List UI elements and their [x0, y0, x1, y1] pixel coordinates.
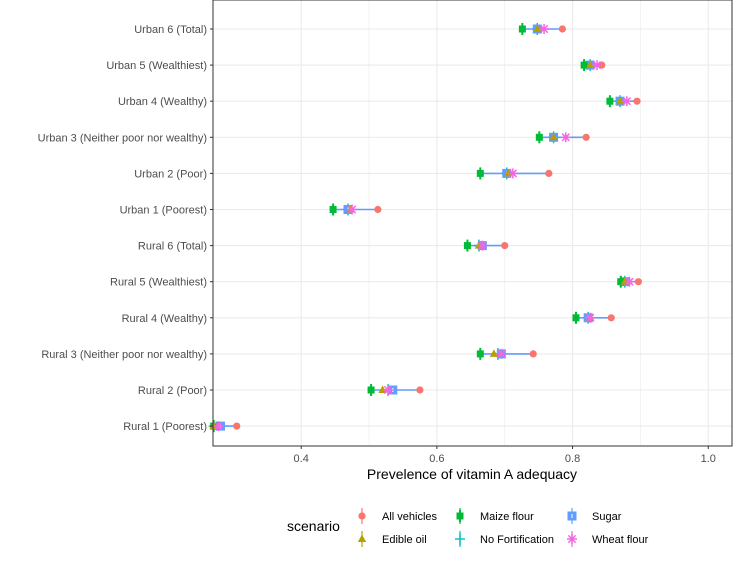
legend-item: Edible oil	[357, 531, 427, 547]
legend-item: All vehicles	[358, 508, 438, 524]
point-all-vehicles	[582, 133, 590, 141]
y-tick-label: Urban 3 (Neither poor nor wealthy)	[38, 132, 207, 144]
y-tick-label: Urban 1 (Poorest)	[120, 205, 207, 217]
y-tick-label: Rural 1 (Poorest)	[123, 421, 207, 433]
point-wheat-flour	[347, 204, 358, 215]
point-edible-oil	[378, 385, 387, 393]
legend-key-no-fortification	[455, 533, 465, 545]
legend-label: Wheat flour	[592, 534, 649, 546]
data-points	[208, 23, 642, 433]
y-tick-label: Rural 2 (Poor)	[138, 385, 207, 397]
y-tick-label: Urban 4 (Wealthy)	[118, 96, 207, 108]
point-wheat-flour	[560, 132, 571, 143]
legend-key-all-vehicles	[358, 512, 366, 520]
point-edible-oil	[489, 349, 499, 357]
point-all-vehicles	[529, 350, 537, 358]
legend-label: No Fortification	[480, 534, 554, 546]
y-tick-label: Urban 6 (Total)	[134, 24, 207, 36]
point-wheat-flour	[383, 385, 394, 395]
point-maize-flour	[329, 203, 337, 216]
y-tick-label: Rural 3 (Neither poor nor wealthy)	[41, 349, 207, 361]
y-tick-label: Rural 6 (Total)	[138, 241, 207, 253]
point-wheat-flour	[591, 60, 602, 71]
x-tick-label: 1.0	[701, 453, 716, 465]
legend-key-edible-oil	[357, 534, 367, 542]
point-edible-oil	[615, 96, 625, 105]
point-maize-flour	[606, 95, 614, 108]
point-maize-flour	[463, 239, 471, 252]
point-wheat-flour	[496, 348, 507, 359]
panel-border	[212, 0, 733, 447]
panel-background	[213, 0, 732, 446]
point-maize-flour	[518, 23, 526, 35]
legend-key-sugar	[567, 511, 577, 521]
legend-item: No Fortification	[455, 531, 554, 547]
y-tick-label: Rural 5 (Wealthiest)	[110, 277, 207, 289]
legend-key-maize-flour	[456, 510, 464, 522]
point-maize-flour	[617, 275, 625, 288]
point-all-vehicles	[558, 25, 566, 33]
legend-label: Sugar	[592, 511, 622, 523]
point-all-vehicles	[607, 314, 615, 322]
legend: scenario All vehicles Edible oil Maize flo…	[287, 508, 649, 547]
point-wheat-flour	[477, 240, 488, 251]
x-tick-label: 0.8	[565, 453, 580, 465]
x-tick-label: 0.6	[429, 453, 444, 465]
legend-item: Wheat flour	[567, 531, 649, 547]
legend-item: Sugar	[567, 508, 622, 524]
point-wheat-flour	[507, 168, 518, 179]
point-all-vehicles	[233, 422, 241, 430]
legend-title: scenario	[287, 518, 340, 534]
point-all-vehicles	[545, 169, 553, 177]
legend-label: Edible oil	[382, 534, 427, 546]
legend-key-wheat-flour	[567, 534, 577, 544]
point-all-vehicles	[634, 278, 642, 286]
point-all-vehicles	[633, 97, 641, 105]
x-tick-label: 0.4	[294, 453, 309, 465]
point-wheat-flour	[539, 24, 550, 34]
point-maize-flour	[476, 167, 484, 180]
x-axis: 0.4 0.6 0.8 1.0	[294, 446, 716, 465]
point-edible-oil	[549, 132, 558, 141]
legend-item: Maize flour	[456, 508, 534, 524]
y-tick-label: Urban 2 (Poor)	[134, 168, 207, 180]
point-maize-flour	[476, 347, 484, 360]
y-axis: Urban 6 (Total) Urban 5 (Wealthiest) Urban…	[38, 24, 213, 433]
legend-label: Maize flour	[480, 511, 534, 523]
point-wheat-flour	[213, 421, 224, 432]
point-maize-flour	[580, 59, 588, 72]
point-wheat-flour	[624, 276, 635, 287]
point-wheat-flour	[621, 96, 632, 107]
point-edible-oil	[586, 60, 595, 69]
point-maize-flour	[535, 131, 543, 144]
y-tick-label: Rural 4 (Wealthy)	[122, 313, 207, 325]
point-all-vehicles	[374, 205, 382, 214]
y-tick-label: Urban 5 (Wealthiest)	[106, 60, 207, 72]
x-axis-title: Prevelence of vitamin A adequacy	[367, 466, 577, 482]
point-all-vehicles	[501, 242, 509, 250]
point-maize-flour	[367, 384, 375, 396]
point-all-vehicles	[416, 386, 424, 394]
point-wheat-flour	[585, 312, 596, 323]
point-edible-oil	[533, 24, 542, 32]
point-maize-flour	[572, 311, 580, 324]
legend-label: All vehicles	[382, 511, 438, 523]
